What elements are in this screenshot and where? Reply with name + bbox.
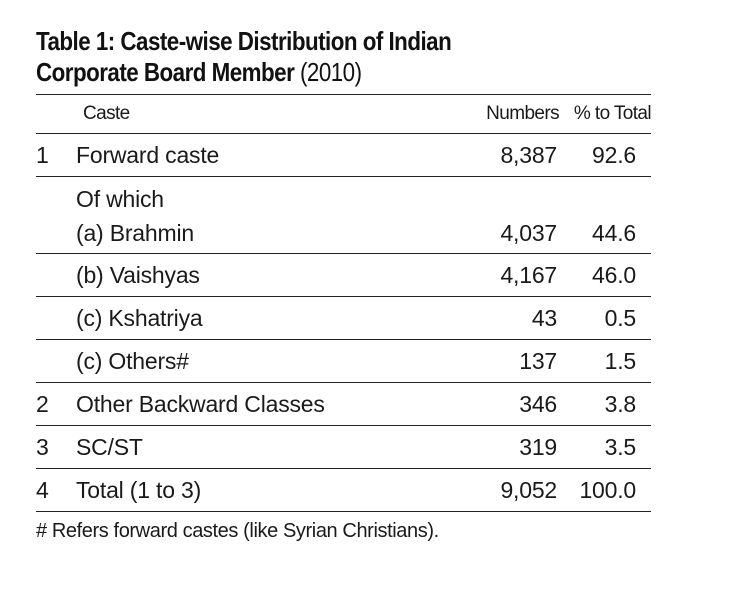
table-row: 2 Other Backward Classes 346 3.8	[36, 382, 652, 426]
row-numbers: 4,037	[376, 213, 560, 254]
table-title-year: (2010)	[299, 57, 362, 87]
row-label: (c) Others#	[76, 339, 377, 383]
header-caste: Caste	[36, 95, 377, 134]
row-label: (b) Vaishyas	[76, 253, 377, 297]
row-number: 4	[36, 468, 76, 512]
row-number: 3	[36, 425, 76, 469]
row-pct: 1.5	[559, 339, 652, 383]
header-pct-to-total: % to Total	[559, 95, 652, 134]
row-pct: 92.6	[559, 133, 652, 177]
row-number	[36, 253, 76, 297]
row-label: (c) Kshatriya	[76, 296, 377, 340]
table-row: (c) Kshatriya 43 0.5	[36, 296, 652, 340]
row-pct: 44.6	[559, 213, 652, 254]
row-numbers: 8,387	[376, 133, 560, 177]
header-row: Caste Numbers % to Total	[36, 95, 652, 134]
row-number	[36, 177, 76, 214]
row-pct: 3.8	[559, 382, 652, 426]
row-number: 2	[36, 382, 76, 426]
row-numbers	[376, 177, 559, 214]
table-title-line-1: Table 1: Caste-wise Distribution of Indi…	[36, 26, 452, 56]
table-row: (a) Brahmin 4,037 44.6	[36, 213, 652, 254]
row-label: Forward caste	[76, 133, 377, 177]
table-title-line-2: Corporate Board Member (2010)	[36, 57, 655, 88]
row-label: Other Backward Classes	[76, 382, 377, 426]
row-numbers: 43	[376, 296, 560, 340]
table-row-subheading: Of which	[36, 177, 651, 214]
caste-distribution-table: Caste Numbers % to Total 1 Forward caste…	[36, 95, 652, 512]
row-label: Total (1 to 3)	[76, 468, 377, 512]
row-label: SC/ST	[76, 425, 377, 469]
table-row: 3 SC/ST 319 3.5	[36, 425, 652, 469]
row-pct: 3.5	[559, 425, 652, 469]
row-numbers: 319	[376, 425, 560, 469]
table-row-total: 4 Total (1 to 3) 9,052 100.0	[36, 468, 652, 512]
table-title: Table 1: Caste-wise Distribution of Indi…	[36, 26, 655, 88]
header-numbers: Numbers	[376, 95, 560, 134]
top-rule	[36, 94, 651, 95]
table-row: (c) Others# 137 1.5	[36, 339, 652, 383]
row-number	[36, 213, 76, 254]
row-label: (a) Brahmin	[76, 213, 377, 254]
row-numbers: 9,052	[376, 468, 560, 512]
table-footnote: # Refers forward castes (like Syrian Chr…	[36, 520, 439, 542]
row-pct: 100.0	[559, 468, 652, 512]
row-number	[36, 296, 76, 340]
row-numbers: 346	[376, 382, 560, 426]
row-label: Of which	[76, 186, 164, 212]
row-pct: 46.0	[559, 253, 652, 297]
row-numbers: 137	[376, 339, 560, 383]
row-pct: 0.5	[559, 296, 652, 340]
table-title-line-2-bold: Corporate Board Member	[36, 57, 295, 87]
row-number: 1	[36, 133, 76, 177]
table-figure: Table 1: Caste-wise Distribution of Indi…	[36, 26, 652, 543]
table-row: (b) Vaishyas 4,167 46.0	[36, 253, 652, 297]
row-numbers: 4,167	[376, 253, 560, 297]
row-number	[36, 339, 76, 383]
table-row: 1 Forward caste 8,387 92.6	[36, 133, 652, 177]
row-pct	[559, 177, 651, 214]
